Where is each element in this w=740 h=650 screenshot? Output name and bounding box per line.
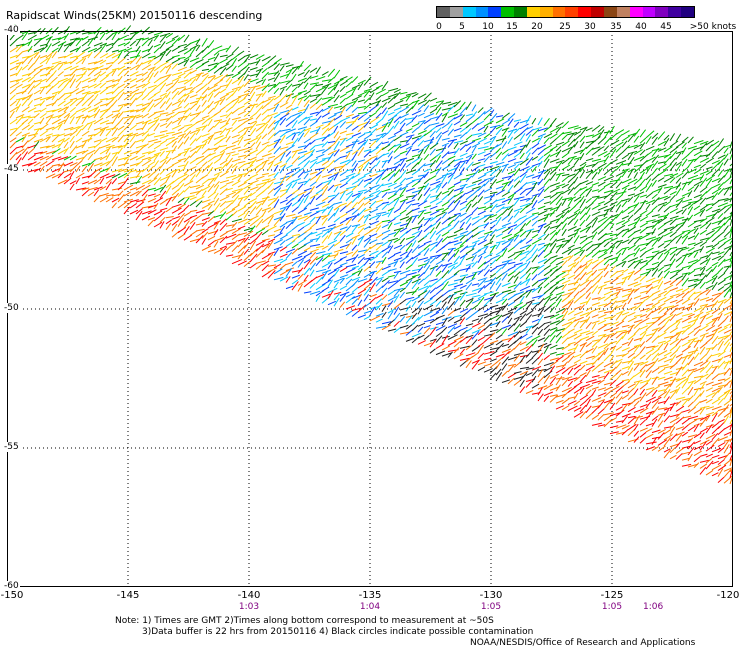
colorbar-segment xyxy=(629,7,643,17)
map-frame xyxy=(7,31,733,587)
lat-tick-label: -55 xyxy=(3,442,20,452)
colorbar-label: 30 xyxy=(584,22,596,32)
time-label: 1:04 xyxy=(359,602,381,612)
note-line-1: Note: 1) Times are GMT 2)Times along bot… xyxy=(115,616,494,626)
colorbar-segment xyxy=(578,7,592,17)
colorbar-segment xyxy=(488,7,502,17)
colorbar-label: 5 xyxy=(459,22,465,32)
colorbar-labels: 0 5 10 15 20 25 30 35 40 45 >50 knots xyxy=(0,22,740,34)
lat-tick-label: -60 xyxy=(3,581,20,591)
colorbar-label: 10 xyxy=(482,22,494,32)
colorbar-segment xyxy=(449,7,463,17)
time-label: 1:05 xyxy=(480,602,502,612)
colorbar-segment xyxy=(475,7,489,17)
colorbar-segment xyxy=(681,7,694,17)
wind-speed-colorbar xyxy=(436,6,695,18)
colorbar-label: >50 knots xyxy=(689,22,737,32)
colorbar-label: 0 xyxy=(436,22,442,32)
time-label: 1:03 xyxy=(238,602,260,612)
colorbar-segment xyxy=(603,7,617,17)
colorbar-label: 40 xyxy=(635,22,647,32)
time-label: 1:05 xyxy=(601,602,623,612)
colorbar-label: 15 xyxy=(506,22,518,32)
colorbar-segment xyxy=(526,7,540,17)
colorbar-segment xyxy=(552,7,566,17)
colorbar-segment xyxy=(437,7,450,17)
colorbar-label: 35 xyxy=(610,22,622,32)
credit-line: NOAA/NESDIS/Office of Research and Appli… xyxy=(470,638,696,648)
colorbar-label: 20 xyxy=(531,22,543,32)
colorbar-segment xyxy=(655,7,669,17)
colorbar-label: 25 xyxy=(559,22,571,32)
lon-tick-label: -130 xyxy=(479,590,503,601)
colorbar-segment xyxy=(514,7,527,17)
colorbar-segment xyxy=(616,7,630,17)
colorbar-segment xyxy=(591,7,604,17)
colorbar-segment xyxy=(668,7,682,17)
lon-tick-label: -135 xyxy=(358,590,382,601)
lon-tick-label: -120 xyxy=(716,590,740,601)
colorbar-segment xyxy=(642,7,656,17)
lat-tick-label: -45 xyxy=(3,164,20,174)
lon-tick-label: -125 xyxy=(600,590,624,601)
time-label: 1:06 xyxy=(643,602,664,612)
wind-barbs xyxy=(9,24,733,485)
lon-tick-label: -140 xyxy=(237,590,261,601)
colorbar-segment xyxy=(565,7,579,17)
colorbar-segment xyxy=(501,7,515,17)
lon-tick-label: -150 xyxy=(0,590,24,601)
lon-tick-label: -145 xyxy=(116,590,140,601)
colorbar-label: 45 xyxy=(660,22,672,32)
lat-tick-label: -50 xyxy=(3,303,20,313)
colorbar-segment xyxy=(539,7,553,17)
colorbar-segment xyxy=(462,7,476,17)
map-title: Rapidscat Winds(25KM) 20150116 descendin… xyxy=(6,9,263,22)
lat-tick-label: -40 xyxy=(3,25,20,35)
note-line-2: 3)Data buffer is 22 hrs from 20150116 4)… xyxy=(142,627,534,637)
